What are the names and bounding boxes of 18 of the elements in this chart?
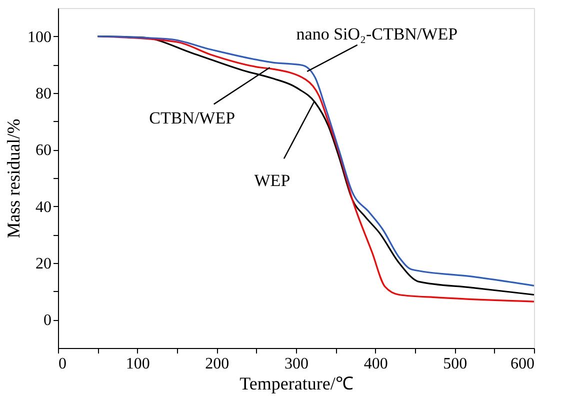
x-tick-label: 400 xyxy=(364,356,388,372)
x-tick-label: 300 xyxy=(284,356,308,372)
y-tick-label: 40 xyxy=(36,198,52,216)
annotation: nano SiO₂-CTBN/WEP xyxy=(296,24,458,44)
y-tick-label: 20 xyxy=(36,256,52,272)
x-tick-label: 200 xyxy=(205,356,230,372)
x-axis-title: Temperature/℃ xyxy=(240,374,354,394)
x-tick-label: 500 xyxy=(443,356,468,372)
y-tick-label: 0 xyxy=(44,312,52,330)
x-tick-label: 0 xyxy=(58,356,66,372)
x-tick-label: 600 xyxy=(510,356,534,372)
y-tick-label: 60 xyxy=(36,142,52,160)
x-tick-label: 100 xyxy=(126,356,150,372)
y-axis-title: Mass residual/% xyxy=(4,118,24,238)
y-tick-label: 100 xyxy=(28,28,52,46)
y-tick-label: 80 xyxy=(36,86,52,102)
annotation: WEP xyxy=(254,170,290,190)
annotation: CTBN/WEP xyxy=(149,108,236,128)
